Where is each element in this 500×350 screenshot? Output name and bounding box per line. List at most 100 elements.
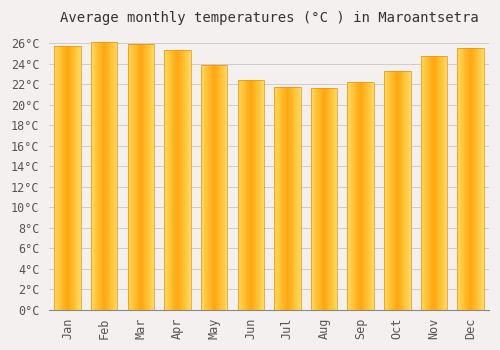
Bar: [371, 82, 372, 310]
Bar: [201, 65, 228, 310]
Bar: [366, 82, 367, 310]
Bar: [62, 46, 64, 310]
Bar: [97, 42, 98, 310]
Bar: [282, 86, 283, 310]
Bar: [222, 65, 223, 310]
Bar: [348, 82, 374, 310]
Bar: [68, 46, 70, 310]
Bar: [328, 88, 330, 310]
Bar: [393, 71, 394, 310]
Bar: [392, 71, 393, 310]
Bar: [358, 82, 359, 310]
Bar: [116, 42, 117, 310]
Bar: [115, 42, 116, 310]
Bar: [149, 44, 150, 310]
Bar: [385, 71, 386, 310]
Bar: [406, 71, 407, 310]
Bar: [243, 80, 244, 310]
Bar: [405, 71, 406, 310]
Bar: [66, 46, 67, 310]
Bar: [425, 56, 426, 310]
Bar: [438, 56, 439, 310]
Bar: [476, 48, 478, 310]
Bar: [391, 71, 392, 310]
Bar: [132, 44, 133, 310]
Bar: [113, 42, 114, 310]
Bar: [330, 88, 331, 310]
Bar: [93, 42, 94, 310]
Bar: [79, 46, 80, 310]
Bar: [311, 88, 312, 310]
Bar: [388, 71, 390, 310]
Bar: [207, 65, 208, 310]
Bar: [80, 46, 81, 310]
Bar: [296, 86, 297, 310]
Bar: [150, 44, 152, 310]
Bar: [165, 50, 166, 310]
Bar: [182, 50, 183, 310]
Bar: [241, 80, 242, 310]
Bar: [441, 56, 442, 310]
Bar: [311, 88, 337, 310]
Bar: [128, 44, 154, 310]
Bar: [128, 44, 130, 310]
Bar: [175, 50, 176, 310]
Bar: [473, 48, 474, 310]
Bar: [176, 50, 178, 310]
Bar: [326, 88, 328, 310]
Bar: [333, 88, 334, 310]
Bar: [367, 82, 368, 310]
Bar: [439, 56, 440, 310]
Bar: [359, 82, 360, 310]
Bar: [298, 86, 299, 310]
Bar: [256, 80, 257, 310]
Bar: [54, 46, 81, 310]
Bar: [112, 42, 113, 310]
Bar: [368, 82, 370, 310]
Bar: [144, 44, 146, 310]
Bar: [444, 56, 446, 310]
Bar: [408, 71, 410, 310]
Bar: [58, 46, 59, 310]
Bar: [334, 88, 336, 310]
Bar: [442, 56, 444, 310]
Bar: [316, 88, 317, 310]
Bar: [139, 44, 140, 310]
Bar: [421, 56, 422, 310]
Bar: [217, 65, 218, 310]
Bar: [216, 65, 217, 310]
Bar: [290, 86, 291, 310]
Bar: [220, 65, 221, 310]
Bar: [164, 50, 190, 310]
Bar: [92, 42, 93, 310]
Bar: [101, 42, 102, 310]
Bar: [186, 50, 187, 310]
Bar: [314, 88, 316, 310]
Bar: [390, 71, 391, 310]
Bar: [142, 44, 144, 310]
Bar: [435, 56, 436, 310]
Bar: [65, 46, 66, 310]
Bar: [322, 88, 323, 310]
Bar: [274, 86, 300, 310]
Bar: [184, 50, 186, 310]
Bar: [263, 80, 264, 310]
Bar: [446, 56, 447, 310]
Bar: [331, 88, 332, 310]
Bar: [428, 56, 430, 310]
Bar: [372, 82, 373, 310]
Bar: [475, 48, 476, 310]
Bar: [433, 56, 434, 310]
Bar: [221, 65, 222, 310]
Bar: [224, 65, 226, 310]
Bar: [174, 50, 175, 310]
Bar: [483, 48, 484, 310]
Bar: [181, 50, 182, 310]
Bar: [238, 80, 264, 310]
Bar: [167, 50, 168, 310]
Bar: [297, 86, 298, 310]
Bar: [400, 71, 401, 310]
Bar: [284, 86, 285, 310]
Bar: [478, 48, 480, 310]
Bar: [354, 82, 356, 310]
